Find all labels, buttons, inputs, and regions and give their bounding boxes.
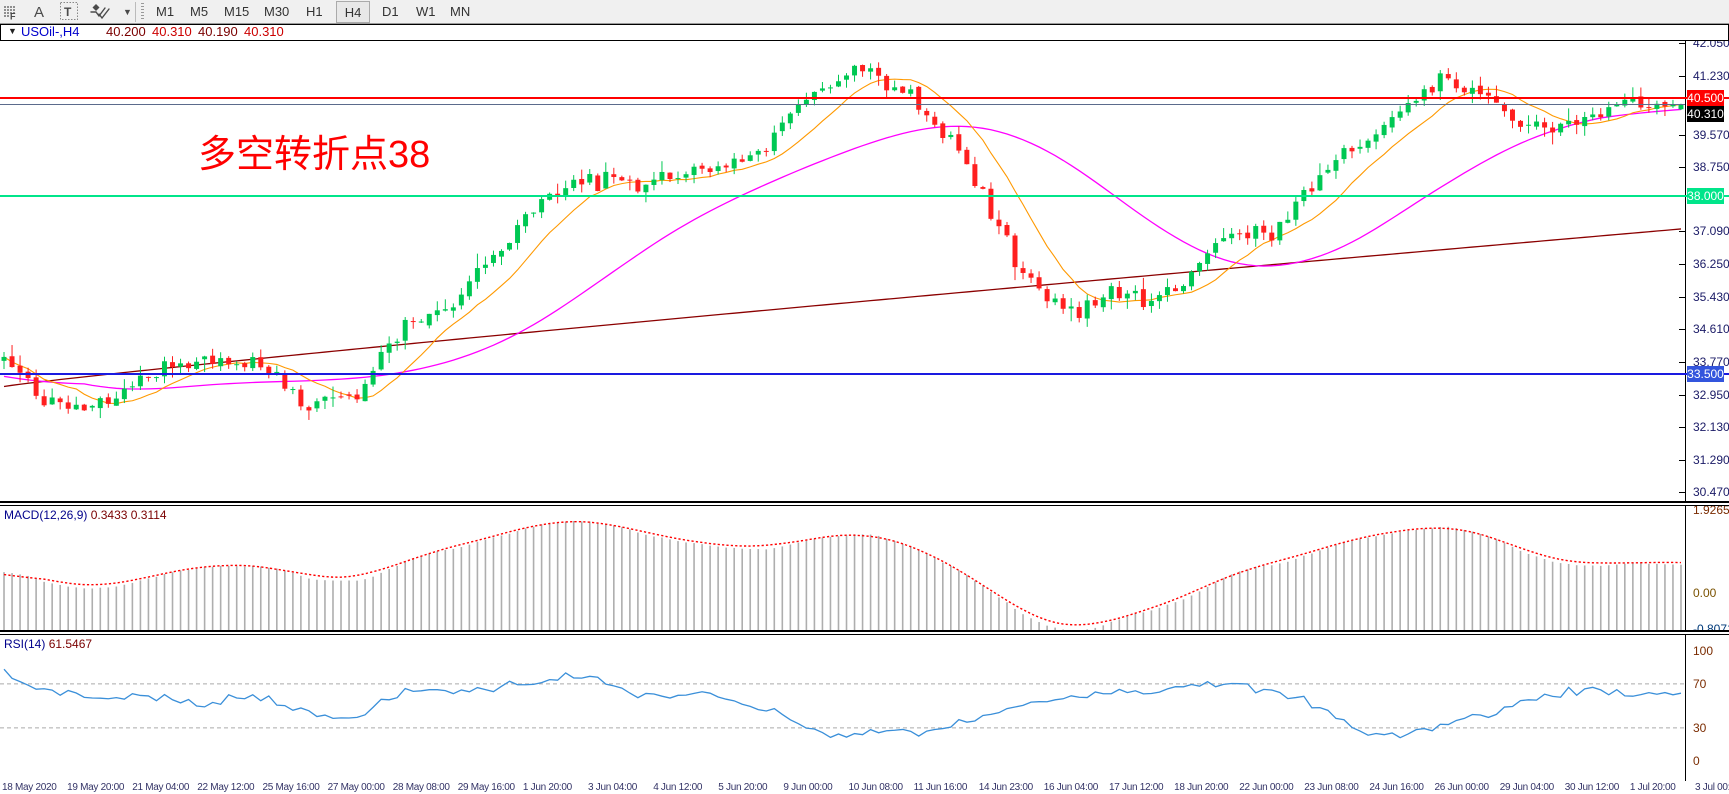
svg-text:F: F	[10, 12, 16, 22]
svg-text:T: T	[64, 5, 72, 19]
svg-text:A: A	[34, 4, 44, 21]
